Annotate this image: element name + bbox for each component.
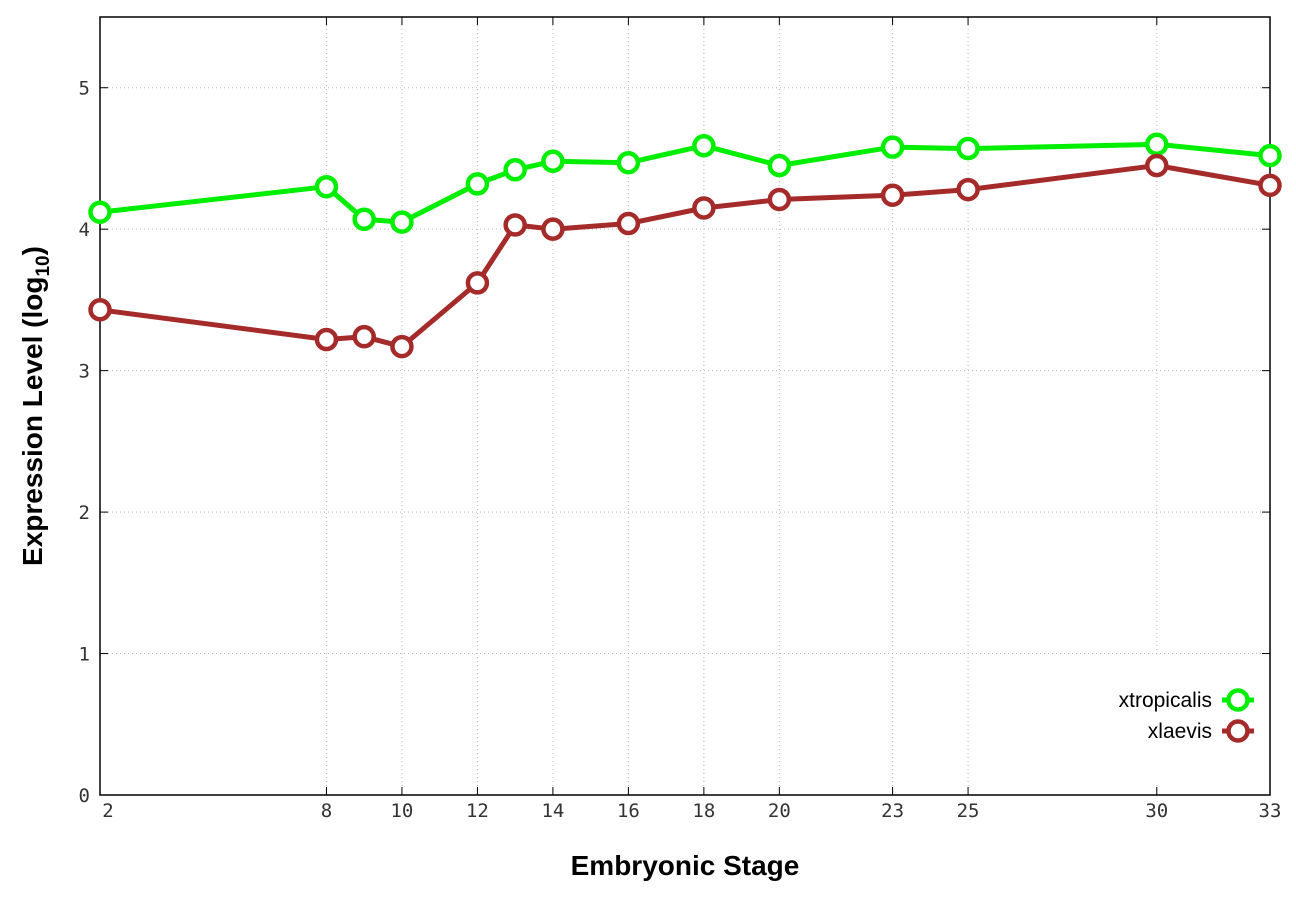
data-point-xlaevis bbox=[390, 334, 414, 359]
y-axis-title: Expression Level (log10) bbox=[17, 246, 54, 566]
y-tick-label: 3 bbox=[79, 361, 90, 383]
x-tick-label: 23 bbox=[881, 800, 904, 822]
x-tick-label: 8 bbox=[321, 800, 332, 822]
data-point-xlaevis bbox=[880, 183, 905, 207]
x-tick-label: 25 bbox=[957, 800, 980, 822]
y-tick-label: 1 bbox=[79, 644, 90, 666]
legend-swatch-marker-xlaevis bbox=[1226, 719, 1250, 743]
data-point-xtropicalis bbox=[1145, 132, 1169, 157]
legend-label-xtropicalis: xtropicalis bbox=[1119, 689, 1212, 712]
data-point-xtropicalis bbox=[390, 210, 414, 234]
data-point-xlaevis bbox=[314, 327, 339, 352]
data-point-xtropicalis bbox=[692, 133, 716, 158]
data-point-xlaevis bbox=[352, 324, 376, 349]
x-tick-label: 14 bbox=[541, 800, 564, 822]
data-point-xtropicalis bbox=[616, 150, 641, 175]
legend-swatch-marker-xtropicalis bbox=[1226, 688, 1250, 712]
data-point-xlaevis bbox=[956, 177, 980, 202]
data-point-xlaevis bbox=[767, 187, 792, 212]
x-axis-title: Embryonic Stage bbox=[571, 850, 800, 881]
x-tick-label: 2 bbox=[102, 800, 113, 822]
y-tick-label: 5 bbox=[79, 78, 90, 100]
data-point-xtropicalis bbox=[767, 153, 792, 178]
legend-label-xlaevis: xlaevis bbox=[1148, 720, 1212, 743]
data-point-xlaevis bbox=[1258, 173, 1282, 198]
legend: xtropicalis xlaevis bbox=[1070, 655, 1265, 785]
y-axis-title-main: Expression Level (log bbox=[17, 277, 48, 566]
data-point-xtropicalis bbox=[314, 174, 339, 199]
data-point-xtropicalis bbox=[352, 207, 376, 232]
data-point-xlaevis bbox=[616, 211, 641, 236]
data-point-xlaevis bbox=[465, 271, 490, 295]
grid bbox=[100, 17, 1270, 795]
legend-background bbox=[1070, 655, 1265, 785]
data-point-xtropicalis bbox=[956, 136, 980, 161]
x-tick-label: 16 bbox=[617, 800, 640, 822]
x-tick-label: 30 bbox=[1145, 800, 1168, 822]
x-tick-label: 10 bbox=[390, 800, 413, 822]
y-axis-title-close: ) bbox=[17, 246, 48, 255]
data-point-xlaevis bbox=[692, 196, 716, 220]
y-tick-label: 0 bbox=[79, 785, 90, 807]
plot-frame bbox=[99, 16, 1271, 796]
x-tick-label: 18 bbox=[692, 800, 715, 822]
data-point-xtropicalis bbox=[880, 135, 905, 159]
data-point-xtropicalis bbox=[503, 158, 527, 182]
series bbox=[88, 132, 1282, 359]
y-tick-label: 2 bbox=[79, 502, 90, 524]
x-tick-label: 12 bbox=[466, 800, 489, 822]
x-tick-label: 20 bbox=[768, 800, 791, 822]
y-axis-title-subscript: 10 bbox=[33, 255, 54, 276]
data-point-xlaevis bbox=[1145, 153, 1169, 178]
data-point-xlaevis bbox=[541, 217, 565, 241]
data-point-xlaevis bbox=[503, 213, 527, 237]
x-tick-label: 33 bbox=[1259, 800, 1282, 822]
data-point-xtropicalis bbox=[541, 149, 565, 174]
data-point-xlaevis bbox=[88, 298, 112, 322]
data-point-xtropicalis bbox=[88, 200, 112, 224]
data-point-xtropicalis bbox=[465, 172, 490, 196]
data-point-xtropicalis bbox=[1258, 143, 1282, 168]
y-tick-label: 4 bbox=[79, 219, 90, 241]
